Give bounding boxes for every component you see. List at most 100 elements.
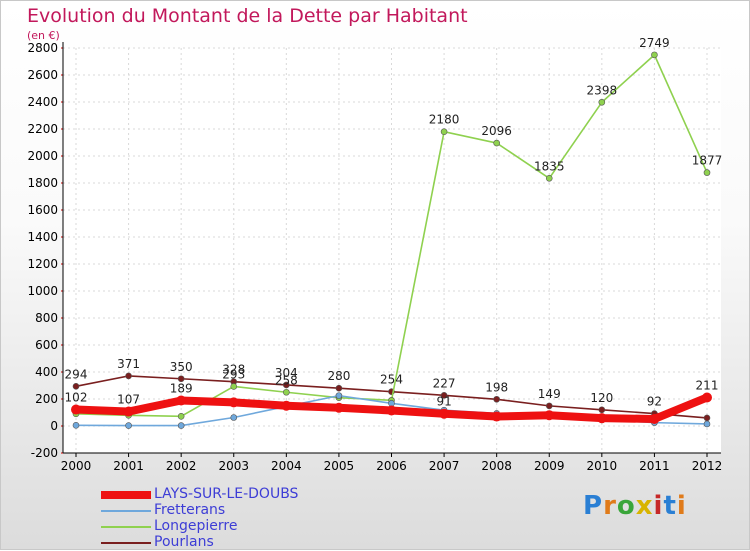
data-label-pourlans: 198 xyxy=(485,380,508,394)
data-point-longepierre xyxy=(283,388,290,396)
legend-label: LAYS-SUR-LE-DOUBS xyxy=(154,486,299,502)
data-point-lays-sur-le-doubs xyxy=(176,395,187,406)
logo-letter: t xyxy=(663,491,677,521)
data-point-lays-sur-le-doubs xyxy=(228,397,239,408)
y-tick-label: 2200 xyxy=(27,122,58,136)
data-label-pourlans: 371 xyxy=(117,357,140,371)
data-label-pourlans: 149 xyxy=(538,387,561,401)
logo-letter: i xyxy=(653,491,664,521)
y-tick-label: 800 xyxy=(35,311,58,325)
y-tick-label: 2600 xyxy=(27,68,58,82)
data-point-pourlans xyxy=(177,375,185,383)
data-label-longepierre: 1835 xyxy=(534,159,565,173)
x-tick-label: 2012 xyxy=(692,459,723,473)
x-tick-label: 2004 xyxy=(271,459,302,473)
data-point-lays-sur-le-doubs xyxy=(71,404,81,415)
data-point-pourlans xyxy=(125,372,132,380)
data-point-pourlans xyxy=(440,392,448,399)
data-label-pourlans: 350 xyxy=(170,360,193,374)
y-tick-label: 200 xyxy=(35,392,58,406)
legend-label: Fretterans xyxy=(154,502,226,518)
legend-item: Fretterans xyxy=(101,502,421,519)
x-tick-label: 2001 xyxy=(113,459,144,473)
chart-legend: LAYS-SUR-LE-DOUBS Fretterans Longepierre Po… xyxy=(101,486,421,551)
data-point-pourlans xyxy=(283,381,290,389)
data-point-pourlans xyxy=(493,395,500,403)
data-point-longepierre xyxy=(598,98,606,106)
data-point-longepierre xyxy=(651,51,658,59)
y-tick-label: 1600 xyxy=(27,203,58,217)
y-tick-label: 2800 xyxy=(27,41,58,55)
data-label-pourlans: 254 xyxy=(380,373,403,387)
chart-unit-label: (en €) xyxy=(27,29,60,42)
data-label-pourlans: 280 xyxy=(327,369,350,383)
y-tick-label: 0 xyxy=(50,419,58,433)
y-tick-label: 1800 xyxy=(27,176,58,190)
legend-swatch xyxy=(101,526,151,528)
data-point-pourlans xyxy=(598,406,606,414)
data-point-lays-sur-le-doubs xyxy=(386,405,397,416)
chart-title: Evolution du Montant de la Dette par Hab… xyxy=(27,5,468,27)
data-label-longepierre: 293 xyxy=(222,367,245,381)
data-label-longepierre: 1877 xyxy=(692,154,723,168)
data-point-lays-sur-le-doubs xyxy=(649,413,660,424)
x-tick-label: 2009 xyxy=(534,459,565,473)
logo-letter: P xyxy=(583,491,604,521)
x-tick-label: 2010 xyxy=(587,459,618,473)
y-tick-label: -200 xyxy=(31,446,58,460)
x-tick-label: 2003 xyxy=(218,459,249,473)
data-point-fretterans xyxy=(72,422,80,429)
data-point-longepierre xyxy=(177,412,185,420)
legend-swatch xyxy=(101,542,151,544)
data-label-pourlans: 328 xyxy=(222,363,245,377)
y-tick-label: 600 xyxy=(35,338,58,352)
data-point-fretterans xyxy=(125,422,132,429)
data-point-fretterans xyxy=(177,422,185,429)
data-point-fretterans xyxy=(388,400,395,407)
y-tick-label: 1200 xyxy=(27,257,58,271)
data-label-pourlans: 294 xyxy=(65,367,88,381)
data-point-lays-sur-le-doubs xyxy=(439,408,450,419)
data-label-lays-sur-le-doubs: 189 xyxy=(170,381,193,395)
logo-letter: o xyxy=(616,491,636,521)
data-point-longepierre xyxy=(493,139,500,147)
x-tick-label: 2007 xyxy=(429,459,460,473)
data-point-fretterans xyxy=(703,420,711,428)
data-label-longepierre: 258 xyxy=(275,373,298,387)
data-point-longepierre xyxy=(545,174,553,182)
proxiti-logo: Proxiti xyxy=(583,491,687,521)
legend-swatch xyxy=(101,510,151,512)
plot-area xyxy=(63,48,721,453)
logo-letter: x xyxy=(635,491,654,521)
data-point-longepierre xyxy=(440,128,448,135)
legend-label: Pourlans xyxy=(154,534,214,550)
legend-item: Longepierre xyxy=(101,518,421,535)
data-point-lays-sur-le-doubs xyxy=(491,411,502,422)
legend-item: Pourlans xyxy=(101,534,421,551)
data-point-pourlans xyxy=(703,414,711,422)
y-tick-label: 1400 xyxy=(27,230,58,244)
x-tick-label: 2005 xyxy=(324,459,355,473)
logo-letter: r xyxy=(603,491,617,521)
data-point-lays-sur-le-doubs xyxy=(702,392,712,403)
data-point-longepierre xyxy=(230,383,238,390)
logo-letter: i xyxy=(676,491,687,521)
x-tick-label: 2011 xyxy=(639,459,670,473)
data-label-longepierre: 2398 xyxy=(587,83,618,97)
y-tick-label: 2000 xyxy=(27,149,58,163)
data-point-lays-sur-le-doubs xyxy=(544,410,555,421)
data-label-longepierre: 2749 xyxy=(639,36,670,50)
data-point-fretterans xyxy=(335,392,343,399)
data-label-pourlans: 304 xyxy=(275,366,298,380)
data-label-longepierre: 2180 xyxy=(429,113,460,127)
y-tick-label: 400 xyxy=(35,365,58,379)
data-label-pourlans: 120 xyxy=(590,391,613,405)
data-point-pourlans xyxy=(545,402,553,410)
data-label-pourlans: 92 xyxy=(647,395,662,409)
data-label-longepierre: 2096 xyxy=(481,124,512,138)
data-point-lays-sur-le-doubs xyxy=(596,413,607,424)
data-label-pourlans: 227 xyxy=(433,376,456,390)
y-tick-label: 2400 xyxy=(27,95,58,109)
x-tick-label: 2000 xyxy=(61,459,92,473)
